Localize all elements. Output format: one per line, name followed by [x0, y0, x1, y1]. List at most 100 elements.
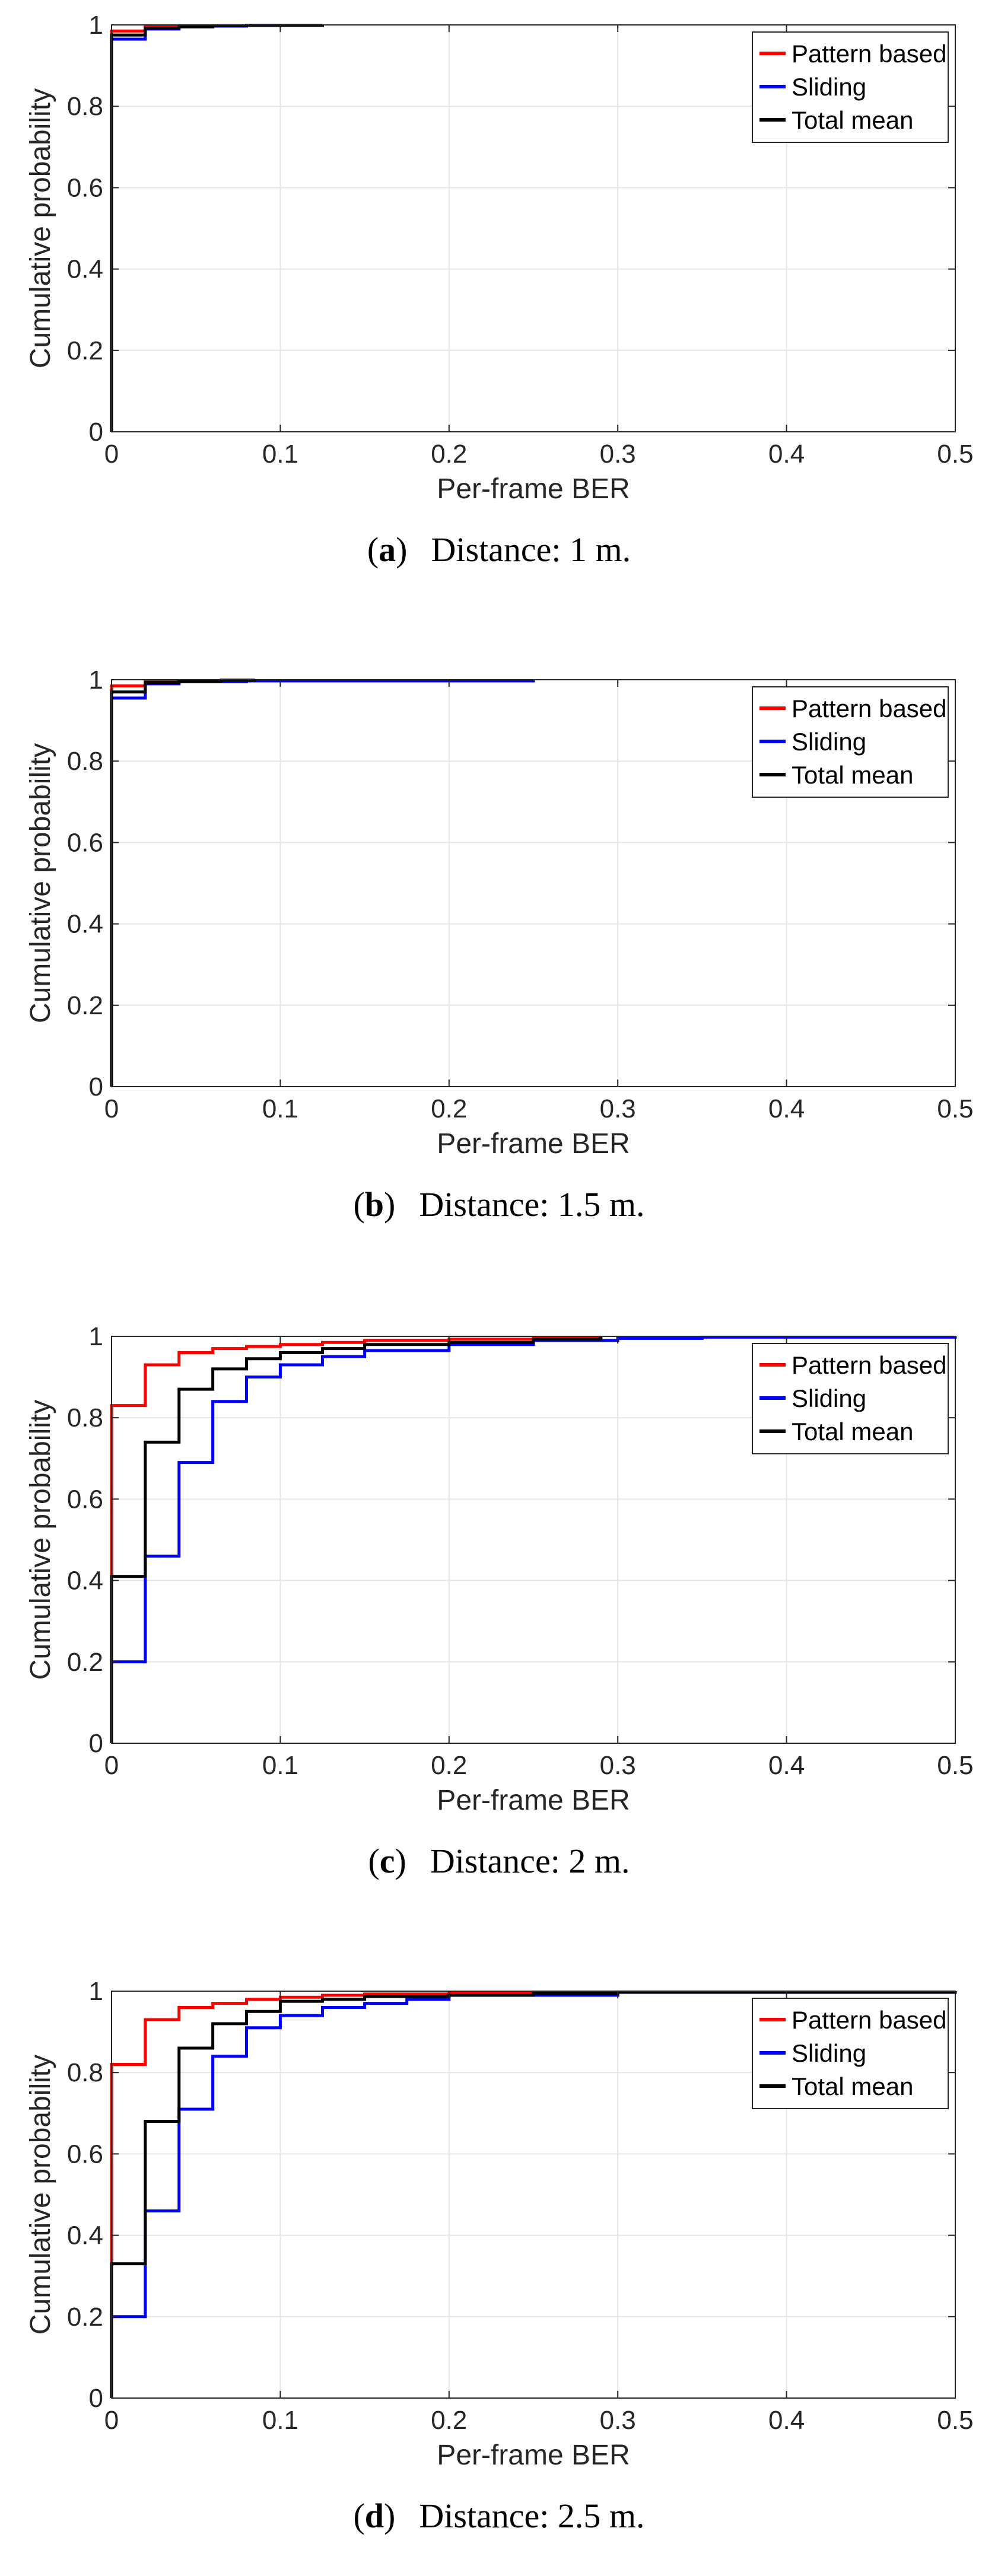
x-tick-label: 0.4: [768, 1094, 805, 1123]
y-tick-label: 0.2: [67, 336, 103, 365]
y-tick-label: 0.4: [67, 255, 103, 284]
x-tick-label: 0.1: [262, 2406, 298, 2435]
y-tick-label: 0.8: [67, 92, 103, 121]
x-tick-label: 0.2: [431, 2406, 467, 2435]
legend-label: Total mean: [792, 1418, 913, 1445]
caption-close-paren: ): [384, 1185, 395, 1224]
y-tick-label: 0.8: [67, 747, 103, 776]
caption-letter: c: [380, 1842, 395, 1880]
legend: Pattern based Sliding Total mean: [752, 1343, 949, 1454]
caption-text: Distance: 2 m.: [430, 1842, 630, 1880]
caption-letter: d: [365, 2497, 384, 2535]
y-tick-label: 1: [89, 666, 103, 695]
x-tick-label: 0.3: [600, 1094, 636, 1123]
legend-label: Pattern based: [792, 1351, 947, 1379]
legend-label: Pattern based: [792, 695, 947, 722]
x-tick-label: 0.4: [768, 2406, 805, 2435]
legend-label: Sliding: [792, 1384, 866, 1412]
caption-letter: a: [379, 530, 396, 569]
x-tick-label: 0: [104, 2406, 119, 2435]
chart-panel-d: 0 0.1 0.2 0.3 0.4 0.5 0 0.2 0.4 0.6 0.8 1 Per-frame …: [25, 1977, 974, 2535]
caption-open-paren: (: [368, 1842, 379, 1880]
legend-label: Pattern based: [792, 40, 947, 68]
y-tick-label: 1: [89, 1977, 103, 2006]
y-tick-label: 0.6: [67, 1485, 103, 1514]
caption-text: Distance: 1 m.: [431, 530, 631, 569]
x-tick-label: 0.2: [431, 1751, 467, 1780]
y-tick-label: 0.6: [67, 828, 103, 857]
x-axis-label: Per-frame BER: [437, 473, 630, 505]
y-tick-label: 0.2: [67, 2303, 103, 2332]
y-tick-label: 0.4: [67, 2221, 103, 2250]
y-tick-label: 1: [89, 1322, 103, 1351]
y-axis-label: Cumulative probability: [25, 88, 56, 368]
series-line-pattern-based: [110, 1336, 603, 1743]
x-tick-label: 0.5: [937, 440, 973, 469]
caption-close-paren: ): [396, 530, 407, 569]
caption-text: Distance: 2.5 m.: [419, 2497, 644, 2535]
legend-label: Total mean: [792, 2072, 913, 2100]
chart-panel-b: 0 0.1 0.2 0.3 0.4 0.5 0 0.2 0.4 0.6 0.8 1 Per-frame …: [25, 666, 974, 1224]
x-axis-label: Per-frame BER: [437, 2440, 630, 2471]
legend-label: Sliding: [792, 728, 866, 756]
series-line-total-mean: [110, 1990, 957, 2398]
y-tick-label: 0: [89, 1072, 103, 1101]
x-tick-label: 0.2: [431, 1094, 467, 1123]
y-tick-label: 0.2: [67, 1648, 103, 1677]
x-tick-label: 0.3: [600, 2406, 636, 2435]
x-tick-label: 0.2: [431, 440, 467, 469]
caption-close-paren: ): [384, 2497, 395, 2535]
x-tick-label: 0.4: [768, 1751, 805, 1780]
x-tick-label: 0.3: [600, 440, 636, 469]
panel-caption: (b) Distance: 1.5 m.: [353, 1185, 644, 1224]
y-axis-label: Cumulative probability: [25, 1400, 56, 1680]
axes-frame: [111, 679, 956, 1087]
x-tick-label: 0.5: [937, 2406, 973, 2435]
legend-label: Total mean: [792, 106, 913, 134]
y-axis-label: Cumulative probability: [25, 2055, 56, 2335]
x-tick-label: 0.5: [937, 1751, 973, 1780]
series-line-total-mean: [110, 1336, 603, 1743]
panel-caption: (a) Distance: 1 m.: [367, 530, 631, 569]
y-tick-label: 0.6: [67, 2139, 103, 2169]
y-tick-label: 0.6: [67, 173, 103, 202]
series-line-pattern-based: [110, 1990, 619, 2398]
x-axis-label: Per-frame BER: [437, 1128, 630, 1160]
caption-text: Distance: 1.5 m.: [419, 1185, 644, 1224]
y-tick-label: 0: [89, 1729, 103, 1758]
panel-caption: (d) Distance: 2.5 m.: [353, 2497, 644, 2535]
y-tick-label: 0.2: [67, 991, 103, 1020]
axes-frame: [111, 1991, 956, 2399]
x-axis-label: Per-frame BER: [437, 1785, 630, 1816]
legend-label: Pattern based: [792, 2006, 947, 2034]
caption-open-paren: (: [353, 1185, 364, 1224]
caption-open-paren: (: [367, 530, 379, 569]
x-tick-label: 0.1: [262, 1094, 298, 1123]
y-tick-label: 0: [89, 418, 103, 447]
chart-panel-c: 0 0.1 0.2 0.3 0.4 0.5 0 0.2 0.4 0.6 0.8 1 Per-frame …: [25, 1322, 974, 1880]
legend-label: Sliding: [792, 2039, 866, 2067]
y-tick-label: 0.4: [67, 910, 103, 939]
y-tick-label: 0: [89, 2384, 103, 2413]
y-axis-label: Cumulative probability: [25, 743, 56, 1023]
legend: Pattern based Sliding Total mean: [752, 31, 949, 143]
x-tick-label: 0.4: [768, 440, 805, 469]
legend-label: Total mean: [792, 761, 913, 789]
x-tick-label: 0: [104, 1094, 119, 1123]
x-tick-label: 0.5: [937, 1094, 973, 1123]
axes-frame: [111, 1336, 956, 1744]
caption-open-paren: (: [353, 2497, 364, 2535]
x-tick-label: 0.1: [262, 440, 298, 469]
x-tick-label: 0.3: [600, 1751, 636, 1780]
caption-close-paren: ): [395, 1842, 406, 1880]
axes-frame: [111, 24, 956, 432]
chart-panel-a: 0 0.1 0.2 0.3 0.4 0.5 0 0.2 0.4 0.6 0.8 1 Per-frame …: [25, 11, 974, 569]
x-tick-label: 0: [104, 440, 119, 469]
legend: Pattern based Sliding Total mean: [752, 686, 949, 798]
x-tick-label: 0: [104, 1751, 119, 1780]
caption-letter: b: [365, 1185, 384, 1224]
y-tick-label: 0.8: [67, 1403, 103, 1432]
y-tick-label: 1: [89, 11, 103, 40]
y-tick-label: 0.8: [67, 2058, 103, 2087]
